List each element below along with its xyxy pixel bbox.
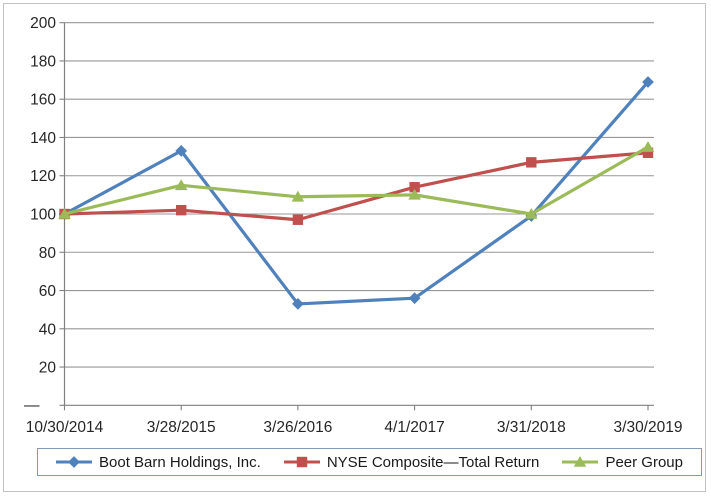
legend-item-1: NYSE Composite—Total Return	[283, 453, 540, 471]
y-tick-label: 80	[39, 245, 57, 262]
y-tick-label: 20	[39, 360, 57, 377]
x-tick-label: 3/31/2018	[497, 419, 566, 436]
x-tick-label: 4/1/2017	[384, 419, 444, 436]
legend-item-2: Peer Group	[562, 455, 683, 470]
chart-legend: Boot Barn Holdings, Inc. NYSE Composite—T…	[37, 448, 702, 476]
y-tick-label: 60	[39, 283, 57, 300]
diamond-marker-icon	[175, 144, 188, 157]
y-tick-label: 180	[30, 53, 56, 70]
x-tick-label: 3/26/2016	[263, 419, 332, 436]
series-line-2	[62, 145, 650, 216]
x-tick-label: 3/28/2015	[147, 419, 216, 436]
x-tick-label: 10/30/2014	[26, 419, 104, 436]
diamond-marker-icon	[408, 292, 421, 305]
legend-label: NYSE Composite—Total Return	[326, 453, 540, 471]
diamond-marker-icon	[56, 456, 92, 468]
y-tick-label: 100	[30, 207, 56, 224]
triangle-marker-icon	[291, 190, 305, 202]
square-marker-icon	[526, 157, 537, 168]
square-marker-icon	[176, 204, 187, 216]
triangle-marker-icon	[58, 208, 71, 219]
series-line-0	[62, 80, 650, 306]
y-tick-label-zero: —	[24, 397, 40, 414]
square-marker-icon	[283, 456, 320, 468]
legend-label: Boot Barn Holdings, Inc.	[99, 453, 261, 471]
triangle-marker-icon	[174, 179, 188, 191]
y-tick-label: 200	[30, 15, 56, 32]
triangle-marker-icon	[641, 141, 655, 152]
y-tick-label: 140	[30, 130, 56, 147]
diamond-marker-icon	[292, 298, 304, 310]
series-line-1	[62, 151, 650, 222]
x-tick-label: 3/30/2019	[614, 419, 683, 436]
diamond-marker-icon	[642, 76, 654, 88]
legend-label: Peer Group	[605, 453, 683, 471]
triangle-marker-icon	[408, 188, 421, 200]
y-tick-label: 40	[39, 321, 57, 338]
y-tick-label: 120	[30, 168, 56, 185]
chart-border	[3, 3, 706, 492]
y-tick-label: 160	[30, 92, 56, 109]
square-marker-icon	[409, 182, 420, 193]
triangle-marker-icon	[562, 456, 599, 467]
triangle-marker-icon	[525, 208, 538, 219]
square-marker-icon	[292, 214, 304, 225]
legend-item-0: Boot Barn Holdings, Inc.	[56, 455, 261, 470]
